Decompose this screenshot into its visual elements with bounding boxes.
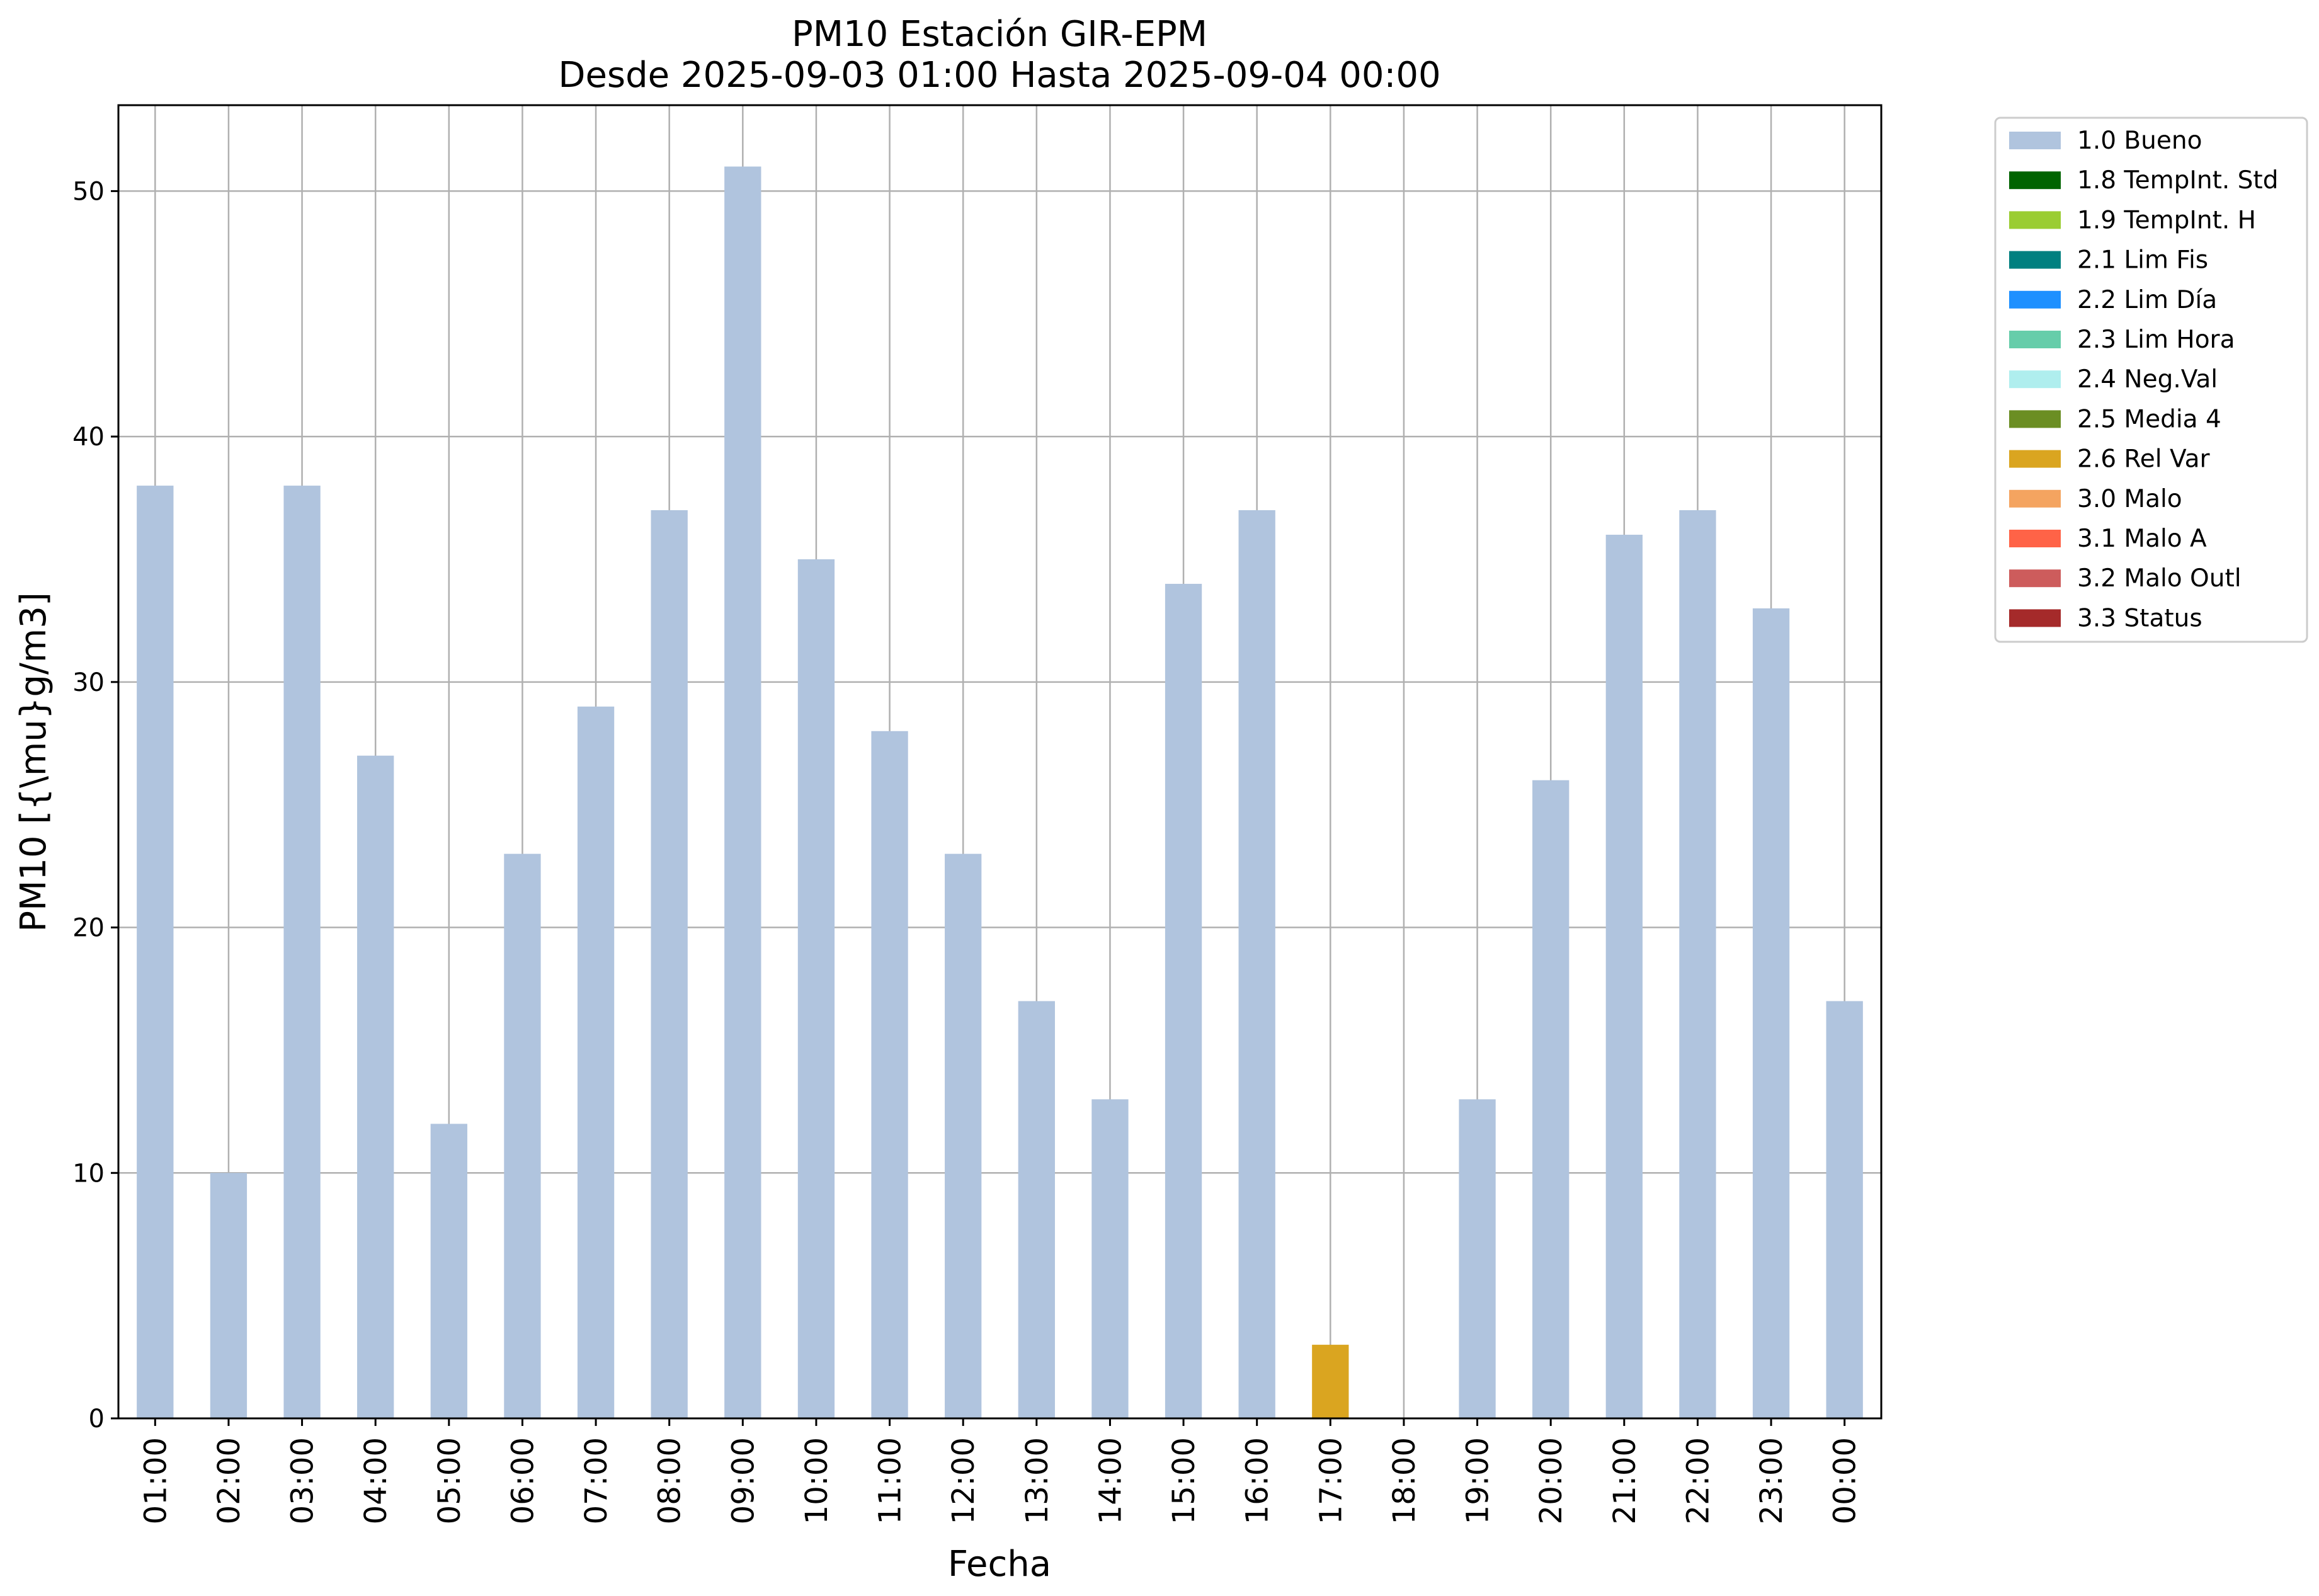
bar-0800 xyxy=(651,510,688,1418)
x-tick-label: 16:00 xyxy=(1240,1437,1275,1524)
y-tick-label: 0 xyxy=(89,1405,105,1434)
y-tick-label: 40 xyxy=(72,423,105,452)
x-tick-label: 17:00 xyxy=(1313,1437,1348,1524)
legend-swatch xyxy=(2009,450,2061,468)
legend-label: 2.4 Neg.Val xyxy=(2077,365,2218,394)
bar-0500 xyxy=(430,1124,467,1418)
legend-label: 3.3 Status xyxy=(2077,604,2202,632)
x-tick-label: 10:00 xyxy=(799,1437,835,1524)
x-tick-label: 22:00 xyxy=(1680,1437,1716,1524)
legend-swatch xyxy=(2009,370,2061,389)
x-tick-label: 14:00 xyxy=(1093,1437,1128,1524)
bar-1200 xyxy=(945,853,982,1418)
bar-1400 xyxy=(1091,1099,1129,1418)
x-tick-label: 00:00 xyxy=(1828,1437,1863,1524)
legend-label: 2.5 Media 4 xyxy=(2077,405,2221,433)
bar-1100 xyxy=(871,731,908,1418)
legend-swatch xyxy=(2009,609,2061,627)
chart-title-line1: PM10 Estación GIR-EPM xyxy=(792,14,1207,55)
bars xyxy=(137,166,1863,1419)
y-tick-label: 10 xyxy=(72,1159,105,1188)
x-tick-label: 11:00 xyxy=(873,1437,908,1524)
bar-1000 xyxy=(797,559,835,1418)
legend-swatch xyxy=(2009,211,2061,229)
x-tick-label: 09:00 xyxy=(726,1437,761,1524)
bar-0900 xyxy=(724,166,761,1418)
legend-swatch xyxy=(2009,290,2061,309)
legend-swatch xyxy=(2009,331,2061,348)
x-tick-label: 21:00 xyxy=(1607,1437,1643,1524)
plot-frame xyxy=(117,104,1883,1420)
x-tick-label: 04:00 xyxy=(358,1437,394,1524)
y-tick-label: 30 xyxy=(72,668,105,697)
bar-1700 xyxy=(1312,1345,1349,1418)
y-tick-label: 20 xyxy=(72,914,105,943)
bar-0200 xyxy=(210,1173,248,1418)
legend-label: 3.0 Malo xyxy=(2077,485,2182,513)
legend-label: 2.2 Lim Día xyxy=(2077,286,2217,314)
x-tick-label: 13:00 xyxy=(1020,1437,1055,1524)
x-axis-ticks: 01:00 02:00 03:00 04:00 05:00 06:00 07:00 08:00… xyxy=(138,1418,1863,1524)
x-tick-label: 05:00 xyxy=(432,1437,467,1524)
bar-0300 xyxy=(283,486,321,1418)
legend-label: 1.9 TempInt. H xyxy=(2077,206,2256,234)
legend-label: 3.1 Malo A xyxy=(2077,525,2207,553)
x-tick-label: 18:00 xyxy=(1387,1437,1422,1524)
legend: 1.0 Bueno 1.8 TempInt. Std 1.9 TempInt. H 2… xyxy=(1994,117,2308,643)
legend-swatch xyxy=(2009,171,2061,190)
bar-0100 xyxy=(137,486,174,1418)
x-axis-label: Fecha xyxy=(948,1544,1051,1585)
x-tick-label: 01:00 xyxy=(138,1437,173,1524)
legend-swatch xyxy=(2009,489,2061,508)
bar-2300 xyxy=(1752,608,1790,1418)
bar-1300 xyxy=(1018,1001,1055,1418)
legend-label: 1.0 Bueno xyxy=(2077,127,2202,155)
legend-swatch xyxy=(2009,410,2061,428)
chart-title-line2: Desde 2025-09-03 01:00 Hasta 2025-09-04 … xyxy=(558,55,1440,96)
bar-1500 xyxy=(1165,583,1202,1418)
x-tick-label: 15:00 xyxy=(1166,1437,1202,1524)
legend-swatch xyxy=(2009,251,2061,269)
x-tick-label: 07:00 xyxy=(579,1437,614,1524)
legend-swatch xyxy=(2009,569,2061,588)
x-tick-label: 02:00 xyxy=(212,1437,247,1524)
legend-swatch xyxy=(2009,132,2061,149)
bar-1600 xyxy=(1238,510,1275,1418)
bar-0400 xyxy=(357,755,394,1418)
x-tick-label: 03:00 xyxy=(285,1437,321,1524)
y-axis-label: PM10 [{\mu}g/m3] xyxy=(13,592,54,932)
bar-1900 xyxy=(1459,1099,1496,1418)
y-axis-ticks: 0 10 20 30 40 50 xyxy=(72,177,118,1434)
x-tick-label: 23:00 xyxy=(1754,1437,1789,1524)
legend-label: 3.2 Malo Outl xyxy=(2077,564,2242,593)
x-tick-label: 08:00 xyxy=(652,1437,688,1524)
legend-label: 2.6 Rel Var xyxy=(2077,445,2211,474)
legend-frame xyxy=(1994,117,2308,643)
legend-label: 2.3 Lim Hora xyxy=(2077,326,2235,354)
legend-label: 2.1 Lim Fis xyxy=(2077,246,2208,275)
bar-0000 xyxy=(1826,1001,1863,1418)
x-tick-label: 12:00 xyxy=(946,1437,981,1524)
y-tick-label: 50 xyxy=(72,177,105,206)
x-tick-label: 20:00 xyxy=(1534,1437,1569,1524)
bar-2100 xyxy=(1605,535,1643,1419)
x-tick-label: 06:00 xyxy=(505,1437,540,1524)
bar-0700 xyxy=(577,706,615,1418)
legend-swatch xyxy=(2009,530,2061,547)
bar-2000 xyxy=(1532,780,1570,1418)
bar-0600 xyxy=(504,853,541,1418)
x-tick-label: 19:00 xyxy=(1461,1437,1496,1524)
bar-2200 xyxy=(1679,510,1716,1418)
legend-label: 1.8 TempInt. Std xyxy=(2077,166,2278,195)
